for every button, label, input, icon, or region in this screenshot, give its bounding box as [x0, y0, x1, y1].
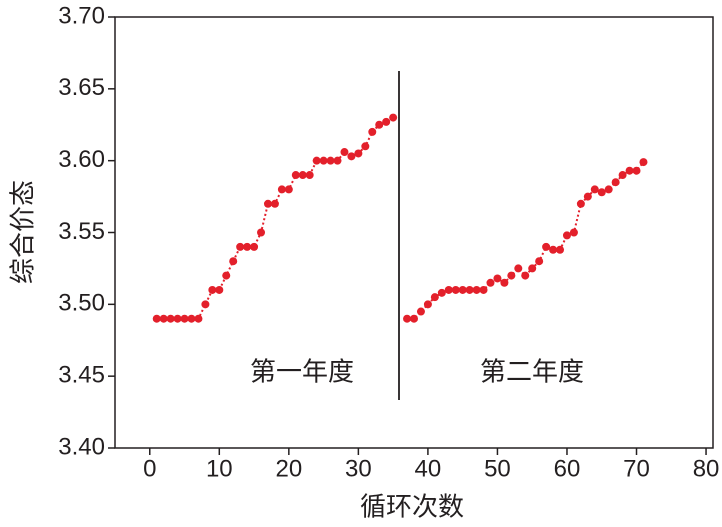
plot-frame — [114, 16, 714, 449]
y-tick-label: 3.65 — [58, 74, 105, 101]
data-point — [166, 314, 175, 323]
data-point — [270, 199, 279, 208]
data-point — [229, 257, 238, 266]
data-point — [326, 156, 335, 165]
data-point — [590, 185, 599, 194]
data-point — [382, 117, 391, 126]
data-point — [180, 314, 189, 323]
data-point — [243, 242, 252, 251]
data-point — [549, 245, 558, 254]
data-point — [535, 257, 544, 266]
data-point — [632, 166, 641, 175]
data-point — [486, 278, 495, 287]
data-point — [403, 314, 412, 323]
data-point — [152, 314, 161, 323]
data-point — [569, 228, 578, 237]
y-axis-label: 综合价态 — [9, 180, 39, 284]
data-point — [465, 285, 474, 294]
data-point — [215, 285, 224, 294]
data-point — [263, 199, 272, 208]
data-point — [354, 149, 363, 158]
data-point — [347, 152, 356, 161]
x-tick-label: 0 — [143, 455, 156, 482]
annotation: 第一年度 — [250, 358, 354, 388]
data-point — [458, 285, 467, 294]
data-point — [430, 293, 439, 302]
data-point — [277, 185, 286, 194]
data-point — [514, 264, 523, 273]
data-point — [361, 142, 370, 151]
data-point — [444, 285, 453, 294]
data-point — [222, 271, 231, 280]
data-point — [479, 285, 488, 294]
data-point — [257, 228, 266, 237]
data-point — [389, 113, 398, 122]
data-point — [284, 185, 293, 194]
data-point — [410, 314, 418, 323]
data-point — [521, 271, 530, 280]
data-point — [556, 245, 565, 254]
x-tick-label: 30 — [345, 455, 372, 482]
data-point — [562, 231, 571, 240]
x-tick-label: 40 — [415, 455, 442, 482]
data-point — [507, 271, 516, 280]
data-point — [201, 300, 210, 309]
data-point — [236, 242, 245, 251]
data-point — [333, 156, 342, 165]
data-point — [500, 278, 509, 287]
data-point — [437, 288, 446, 297]
data-point — [159, 314, 168, 323]
data-point — [416, 307, 425, 316]
series-line — [156, 116, 645, 320]
y-tick-label: 3.70 — [58, 2, 105, 29]
data-point — [451, 285, 460, 294]
data-point — [250, 242, 259, 251]
data-point — [604, 185, 613, 194]
annotation: 第二年度 — [480, 358, 584, 388]
data-point — [576, 199, 585, 208]
data-point — [597, 188, 606, 197]
x-tick-label: 10 — [206, 455, 233, 482]
data-point — [528, 264, 537, 273]
x-tick-label: 80 — [693, 455, 720, 482]
data-point — [583, 192, 592, 201]
y-tick-label: 3.60 — [58, 146, 105, 173]
x-axis-label: 循环次数 — [360, 493, 464, 523]
data-point — [368, 127, 377, 136]
data-point — [625, 166, 634, 175]
data-point — [194, 314, 203, 323]
y-tick-label: 3.50 — [58, 290, 105, 317]
data-point — [208, 285, 217, 294]
x-tick-label: 70 — [623, 455, 650, 482]
data-point — [618, 171, 627, 180]
data-point — [173, 314, 182, 323]
data-point — [305, 171, 314, 180]
data-point — [611, 178, 620, 187]
data-point — [639, 158, 648, 167]
y-tick-label: 3.55 — [58, 218, 105, 245]
y-tick-label: 3.45 — [58, 362, 105, 389]
data-point — [319, 156, 328, 165]
x-tick-label: 50 — [484, 455, 511, 482]
data-point — [291, 171, 300, 180]
x-tick-label: 20 — [275, 455, 302, 482]
data-point — [472, 285, 481, 294]
data-point — [375, 120, 384, 129]
data-point — [298, 171, 307, 180]
data-point — [423, 300, 432, 309]
data-point — [312, 156, 321, 165]
y-tick-label: 3.40 — [58, 433, 105, 460]
x-tick-label: 60 — [554, 455, 581, 482]
data-point — [340, 148, 349, 157]
data-point — [542, 242, 551, 251]
data-point — [187, 314, 196, 323]
data-point — [493, 274, 502, 283]
